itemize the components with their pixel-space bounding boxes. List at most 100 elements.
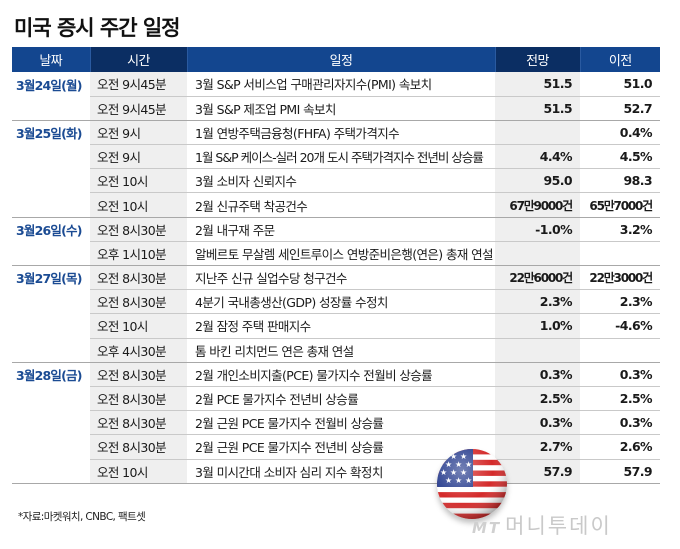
column-header-forecast: 전망 — [495, 47, 581, 72]
event-cell: 2월 PCE 물가지수 전년비 상승률 — [187, 386, 495, 412]
time-cell: 오후 4시30분 — [90, 338, 187, 363]
event-cell: 톰 바킨 리치먼드 연은 총재 연설 — [187, 338, 495, 363]
event-cell: 2월 근원 PCE 물가지수 전월비 상승률 — [187, 410, 495, 436]
table-row: 3월27일(목) 오전 8시30분 지난주 신규 실업수당 청구건수 22만60… — [12, 265, 660, 291]
table-row: 오전 8시30분 2월 PCE 물가지수 전년비 상승률 2.5% 2.5% — [12, 386, 660, 412]
date-cell — [12, 459, 90, 484]
previous-cell: 52.7 — [580, 96, 660, 121]
forecast-cell: 2.5% — [495, 386, 580, 412]
column-header-previous: 이전 — [580, 47, 660, 72]
logo-mt-mark: MT — [472, 519, 502, 537]
table-row: 오전 8시30분 2월 근원 PCE 물가지수 전월비 상승률 0.3% 0.3… — [12, 410, 660, 436]
table-row: 오후 4시30분 톰 바킨 리치먼드 연은 총재 연설 — [12, 338, 660, 363]
event-cell: 2월 내구재 주문 — [187, 217, 495, 242]
time-cell: 오전 10시 — [90, 313, 187, 339]
previous-cell: 51.0 — [580, 72, 660, 97]
column-header-date: 날짜 — [12, 47, 91, 72]
forecast-cell: 2.7% — [495, 434, 580, 460]
us-flag-icon: ★★★ ★★★ ★★★ ★★★ — [437, 449, 507, 519]
previous-cell: -4.6% — [580, 313, 660, 339]
previous-cell: 2.6% — [580, 434, 660, 460]
date-cell: 3월28일(금) — [16, 368, 82, 384]
time-cell: 오전 8시30분 — [90, 289, 187, 315]
schedule-table: 날짜 시간 일정 전망 이전 3월24일(월) 오전 9시45분 3월 S&P … — [12, 47, 660, 484]
event-cell: 알베르토 무살렘 세인트루이스 연방준비은행(연은) 총재 연설 — [187, 241, 660, 267]
date-cell — [12, 192, 90, 218]
date-cell: 3월25일(화) — [16, 126, 82, 142]
previous-cell: 2.3% — [580, 289, 660, 315]
time-cell: 오전 9시 — [90, 144, 187, 170]
page-title: 미국 증시 주간 일정 — [14, 16, 180, 40]
table-row: 3월24일(월) 오전 9시45분 3월 S&P 서비스업 구매관리자지수(PM… — [12, 72, 660, 97]
date-cell — [12, 96, 90, 121]
time-cell: 오전 8시30분 — [90, 265, 187, 291]
column-header-event: 일정 — [187, 47, 496, 72]
event-cell: 2월 잠정 주택 판매지수 — [187, 313, 495, 339]
date-cell — [12, 241, 90, 267]
date-cell — [12, 290, 90, 314]
forecast-cell — [495, 338, 580, 363]
event-cell: 2월 개인소비지출(PCE) 물가지수 전월비 상승률 — [187, 362, 495, 387]
event-cell: 1월 연방주택금융청(FHFA) 주택가격지수 — [187, 120, 495, 146]
moneytoday-logo: MT 머니투데이 — [472, 510, 612, 540]
time-cell: 오전 10시 — [90, 459, 187, 484]
table-row: 3월26일(수) 오전 8시30분 2월 내구재 주문 -1.0% 3.2% — [12, 217, 660, 242]
previous-cell: 65만7000건 — [580, 192, 660, 218]
source-note: *자료:마켓워치, CNBC, 팩트셋 — [18, 511, 146, 523]
table-row: 오전 10시 2월 신규주택 착공건수 67만9000건 65만7000건 — [12, 192, 660, 218]
event-cell: 지난주 신규 실업수당 청구건수 — [187, 265, 495, 291]
time-cell: 오전 8시30분 — [90, 362, 187, 387]
previous-cell: 3.2% — [580, 217, 660, 242]
time-cell: 오후 1시10분 — [90, 241, 187, 267]
date-cell — [12, 386, 90, 410]
date-cell — [12, 169, 90, 193]
event-cell: 2월 신규주택 착공건수 — [187, 192, 495, 218]
date-cell — [12, 411, 90, 435]
table-row: 오전 8시30분 2월 근원 PCE 물가지수 전년비 상승률 2.7% 2.6… — [12, 434, 660, 460]
table-row: 오전 10시 3월 소비자 신뢰지수 95.0 98.3 — [12, 168, 660, 194]
table-row: 3월25일(화) 오전 9시 1월 연방주택금융청(FHFA) 주택가격지수 0… — [12, 120, 660, 146]
previous-cell — [580, 338, 660, 363]
previous-cell: 0.4% — [580, 120, 660, 146]
previous-cell: 98.3 — [580, 168, 660, 194]
table-row: 오전 8시30분 4분기 국내총생산(GDP) 성장률 수정치 2.3% 2.3… — [12, 289, 660, 315]
date-cell: 3월26일(수) — [16, 222, 82, 238]
table-row: 오전 10시 3월 미시간대 소비자 심리 지수 확정치 57.9 57.9 — [12, 459, 660, 484]
previous-cell: 57.9 — [580, 459, 660, 484]
forecast-cell: 51.5 — [495, 72, 580, 97]
table-row: 오전 10시 2월 잠정 주택 판매지수 1.0% -4.6% — [12, 313, 660, 339]
time-cell: 오전 10시 — [90, 168, 187, 194]
forecast-cell: 95.0 — [495, 168, 580, 194]
time-cell: 오전 8시30분 — [90, 410, 187, 436]
table-row: 오전 9시 1월 S&P 케이스-실러 20개 도시 주택가격지수 전년비 상승… — [12, 144, 660, 170]
previous-cell: 0.3% — [580, 362, 660, 387]
forecast-cell — [495, 120, 580, 146]
date-cell: 3월27일(목) — [16, 271, 82, 287]
date-cell — [12, 435, 90, 459]
date-cell — [12, 314, 90, 338]
forecast-cell: 67만9000건 — [495, 192, 580, 218]
previous-cell: 0.3% — [580, 410, 660, 436]
forecast-cell: 51.5 — [495, 96, 580, 121]
event-cell: 4분기 국내총생산(GDP) 성장률 수정치 — [187, 289, 495, 315]
event-cell: 3월 S&P 서비스업 구매관리자지수(PMI) 속보치 — [187, 72, 495, 97]
date-cell — [12, 338, 90, 363]
forecast-cell: 1.0% — [495, 313, 580, 339]
forecast-cell: 0.3% — [495, 362, 580, 387]
time-cell: 오전 8시30분 — [90, 434, 187, 460]
time-cell: 오전 10시 — [90, 192, 187, 218]
previous-cell: 4.5% — [580, 144, 660, 170]
table-row: 오전 9시45분 3월 S&P 제조업 PMI 속보치 51.5 52.7 — [12, 96, 660, 121]
previous-cell: 2.5% — [580, 386, 660, 412]
time-cell: 오전 9시45분 — [90, 96, 187, 121]
forecast-cell: 0.3% — [495, 410, 580, 436]
time-cell: 오전 8시30분 — [90, 386, 187, 412]
time-cell: 오전 9시45분 — [90, 72, 187, 97]
event-cell: 3월 소비자 신뢰지수 — [187, 168, 495, 194]
table-header-row: 날짜 시간 일정 전망 이전 — [12, 47, 660, 72]
table-row: 오후 1시10분 알베르토 무살렘 세인트루이스 연방준비은행(연은) 총재 연… — [12, 241, 660, 267]
forecast-cell: 2.3% — [495, 289, 580, 315]
forecast-cell: 4.4% — [495, 144, 580, 170]
previous-cell: 22만3000건 — [580, 265, 660, 291]
event-cell: 1월 S&P 케이스-실러 20개 도시 주택가격지수 전년비 상승률 — [187, 144, 495, 170]
